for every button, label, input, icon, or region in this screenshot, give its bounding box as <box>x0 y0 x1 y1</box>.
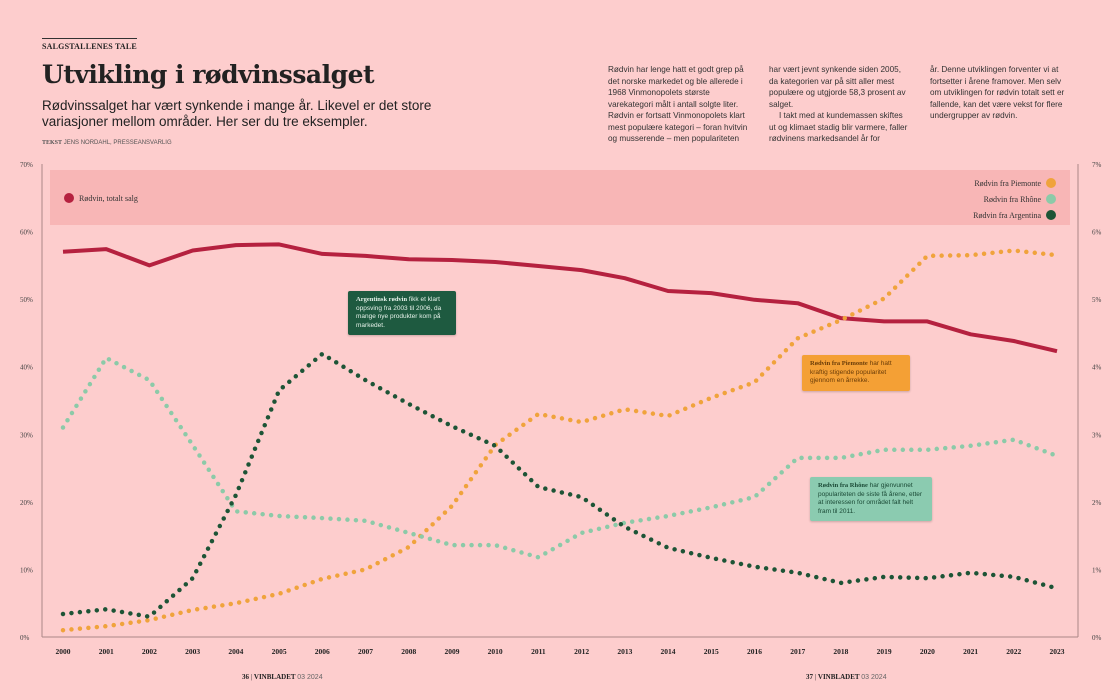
legend-marker <box>64 193 74 203</box>
body-text: I takt med at kundemassen skiftes ut og … <box>769 111 908 143</box>
body-text: år. Denne utviklingen forventer vi at fo… <box>930 65 1065 120</box>
publication: VINBLADET <box>817 673 860 681</box>
y-left-tick-label: 60% <box>20 229 33 237</box>
issue: 03 2024 <box>861 674 887 681</box>
byline-label: TEKST <box>42 140 63 146</box>
x-tick-label: 2002 <box>142 647 157 656</box>
x-tick-label: 2023 <box>1050 647 1065 656</box>
y-right-tick-label: 5% <box>1092 296 1102 304</box>
y-right-tick-label: 3% <box>1092 431 1102 439</box>
issue: 03 2024 <box>297 674 323 681</box>
x-tick-label: 2022 <box>1006 647 1021 656</box>
body-col-1: Rødvin har lenge hatt et godt grep på de… <box>608 64 748 145</box>
x-tick-label: 2003 <box>185 647 200 656</box>
y-left-tick-label: 30% <box>20 431 33 439</box>
note-text: har gjenvunnet populariteten de siste få… <box>818 482 923 515</box>
note-title: Rødvin fra Rhône <box>818 482 868 489</box>
y-left-tick-label: 0% <box>20 634 30 642</box>
publication: VINBLADET <box>253 673 296 681</box>
body-text: Rødvin har lenge hatt et godt grep på de… <box>608 65 748 143</box>
y-right-tick-label: 4% <box>1092 364 1102 372</box>
page-number: 37 <box>806 673 813 681</box>
x-tick-label: 2001 <box>99 647 114 656</box>
section-kicker: SALGSTALLENES TALE <box>42 38 137 51</box>
legend-band <box>50 170 1070 225</box>
x-tick-label: 2010 <box>488 647 503 656</box>
y-right-tick-label: 1% <box>1092 566 1102 574</box>
y-left-tick-label: 50% <box>20 296 33 304</box>
footer-left: 36 | VINBLADET 03 2024 <box>242 673 323 681</box>
y-left-tick-label: 10% <box>20 566 33 574</box>
annotation-argentina: Argentinsk rødvin fikk et klart oppsving… <box>348 291 456 335</box>
annotation-piemonte: Rødvin fra Piemonte har hatt kraftig sti… <box>802 355 910 391</box>
body-col-3: år. Denne utviklingen forventer vi at fo… <box>930 64 1070 122</box>
series-line-1 <box>60 248 1060 633</box>
subtitle: Rødvinssalget har vært synkende i mange … <box>42 98 432 129</box>
legend-label: Rødvin fra Rhône <box>984 195 1042 204</box>
x-tick-label: 2009 <box>444 647 459 656</box>
x-tick-label: 2000 <box>56 647 71 656</box>
x-tick-label: 2018 <box>833 647 848 656</box>
y-right-tick-label: 2% <box>1092 499 1102 507</box>
x-tick-label: 2008 <box>401 647 416 656</box>
x-tick-label: 2017 <box>790 647 805 656</box>
series-line-2 <box>60 354 1060 560</box>
legend-marker <box>1046 210 1056 220</box>
y-left-tick-label: 70% <box>20 161 33 169</box>
legend-label: Rødvin fra Piemonte <box>974 179 1041 188</box>
byline: TEKST JENS NORDAHL, PRESSEANSVARLIG <box>42 140 172 146</box>
x-tick-label: 2019 <box>877 647 892 656</box>
legend-label: Rødvin fra Argentina <box>973 211 1041 220</box>
page-title: Utvikling i rødvinssalget <box>42 60 375 89</box>
x-tick-label: 2015 <box>704 647 719 656</box>
note-text: fikk et klart oppsving fra 2003 til 2006… <box>356 296 442 329</box>
x-tick-label: 2020 <box>920 647 935 656</box>
y-left-tick-label: 20% <box>20 499 33 507</box>
x-tick-label: 2011 <box>531 647 546 656</box>
legend-label: Rødvin, totalt salg <box>79 194 138 203</box>
series-line-0 <box>62 242 1058 354</box>
body-text: har vært jevnt synkende siden 2005, da k… <box>769 65 906 109</box>
y-right-tick-label: 6% <box>1092 229 1102 237</box>
note-text: har hatt kraftig stigende popularitet gj… <box>810 360 892 384</box>
x-tick-label: 2012 <box>574 647 589 656</box>
y-right-tick-label: 7% <box>1092 161 1102 169</box>
legend-marker <box>1046 194 1056 204</box>
x-tick-label: 2006 <box>315 647 330 656</box>
x-tick-label: 2013 <box>617 647 632 656</box>
note-title: Rødvin fra Piemonte <box>810 360 868 367</box>
x-tick-label: 2016 <box>747 647 762 656</box>
body-col-2: har vært jevnt synkende siden 2005, da k… <box>769 64 909 145</box>
footer-right: 37 | VINBLADET 03 2024 <box>806 673 887 681</box>
annotation-rhone: Rødvin fra Rhône har gjenvunnet populari… <box>810 477 932 521</box>
series-line-3 <box>60 351 1060 620</box>
page-number: 36 <box>242 673 249 681</box>
x-tick-label: 2005 <box>272 647 287 656</box>
x-tick-label: 2014 <box>661 647 676 656</box>
y-right-tick-label: 0% <box>1092 634 1102 642</box>
byline-name: JENS NORDAHL, PRESSEANSVARLIG <box>63 140 172 146</box>
legend-marker <box>1046 178 1056 188</box>
x-tick-label: 2007 <box>358 647 373 656</box>
note-title: Argentinsk rødvin <box>356 296 408 303</box>
x-tick-label: 2004 <box>228 647 243 656</box>
y-left-tick-label: 40% <box>20 364 33 372</box>
x-tick-label: 2021 <box>963 647 978 656</box>
